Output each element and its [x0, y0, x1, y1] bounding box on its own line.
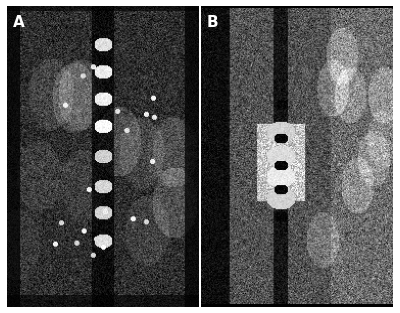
Text: A: A	[13, 15, 25, 30]
Text: B: B	[206, 15, 218, 30]
